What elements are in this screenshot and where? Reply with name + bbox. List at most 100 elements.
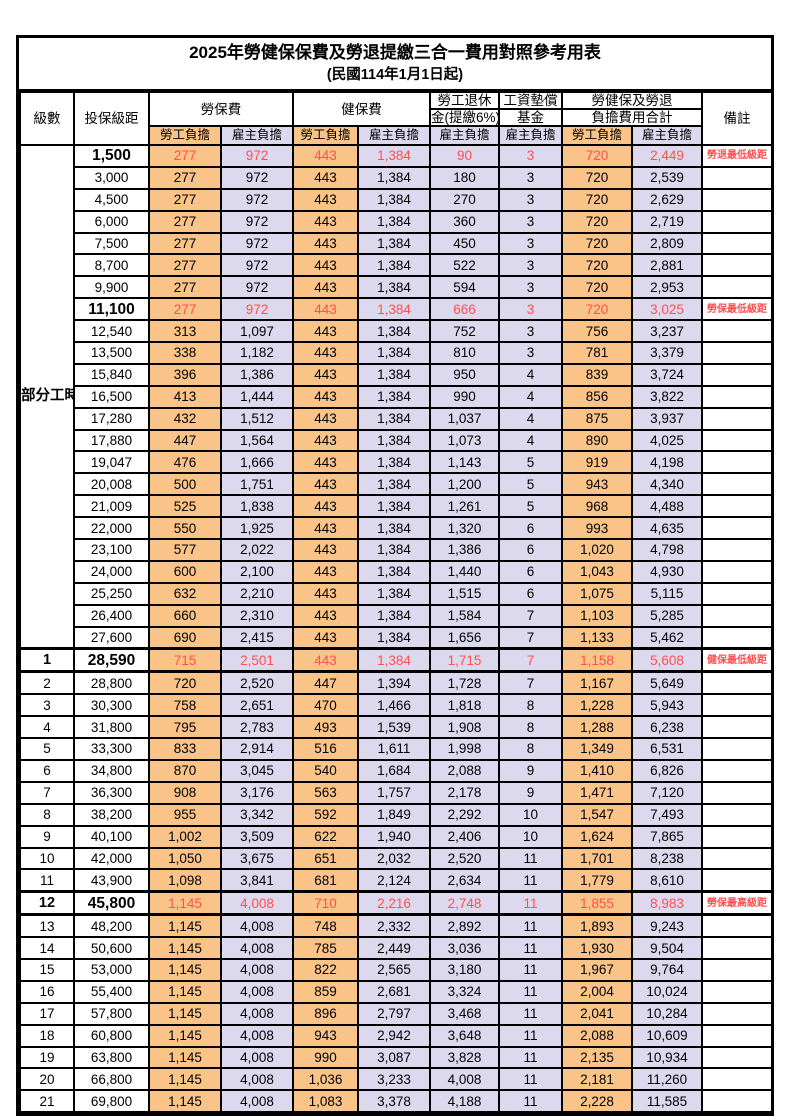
level-cell: 2	[19, 670, 75, 696]
table-row: 7 36,300 908 3,176 563 1,757 2,178 9 1,471 7,120	[19, 780, 773, 805]
health-ins-employer-cell: 2,565	[357, 957, 431, 982]
wage-fund-employer-cell: 3	[498, 341, 563, 365]
note-cell	[701, 581, 773, 606]
note-cell	[701, 936, 773, 960]
bracket-cell: 36,300	[73, 780, 150, 805]
subheader-health-employer: 雇主負擔	[357, 125, 431, 146]
bracket-cell: 30,300	[73, 693, 150, 718]
bracket-cell: 15,840	[73, 362, 150, 387]
pension-employer-cell: 990	[429, 384, 500, 409]
table-row: 20,008 500 1,751 443 1,384 1,200 5 943 4,340	[20, 472, 773, 497]
table-row: 21,009 525 1,838 443 1,384 1,261 5 968 4,488	[20, 494, 773, 519]
health-ins-employee-cell: 470	[292, 693, 359, 718]
labor-ins-employee-cell: 550	[148, 516, 222, 541]
labor-ins-employer-cell: 1,182	[220, 341, 294, 365]
health-ins-employee-cell: 443	[292, 253, 359, 278]
table-row: 2 28,800 720 2,520 447 1,394 1,728 7 1,167 5,649	[19, 670, 773, 696]
labor-ins-employee-cell: 600	[148, 559, 222, 584]
total-employer-cell: 4,635	[631, 516, 703, 541]
labor-ins-employee-cell: 525	[148, 494, 222, 519]
labor-ins-employee-cell: 432	[148, 406, 222, 431]
labor-ins-employee-cell: 338	[148, 341, 222, 365]
labor-ins-employee-cell: 1,145	[148, 1001, 222, 1026]
labor-ins-employer-cell: 2,651	[220, 693, 294, 718]
total-employer-cell: 2,539	[631, 165, 703, 190]
health-ins-employer-cell: 1,384	[357, 516, 431, 541]
health-ins-employer-cell: 2,332	[357, 913, 431, 939]
note-cell	[701, 450, 773, 475]
labor-ins-employee-cell: 833	[148, 737, 222, 761]
wage-fund-employer-cell: 3	[498, 187, 563, 212]
pension-employer-cell: 3,828	[429, 1045, 500, 1070]
note-cell	[701, 319, 773, 344]
table-row: 1 28,590 715 2,501 443 1,384 1,715 7 1,158 5,608 健…	[19, 647, 773, 674]
labor-ins-employer-cell: 4,008	[220, 1089, 294, 1114]
labor-ins-employer-cell: 972	[220, 231, 294, 256]
note-cell	[701, 406, 773, 431]
total-employee-cell: 1,624	[561, 824, 633, 849]
bracket-cell: 43,900	[73, 868, 150, 893]
wage-fund-employer-cell: 4	[498, 428, 563, 453]
note-cell	[701, 1045, 773, 1070]
pension-employer-cell: 180	[429, 165, 500, 190]
total-employer-cell: 5,649	[631, 670, 703, 696]
bracket-cell: 34,800	[73, 758, 150, 783]
health-ins-employee-cell: 443	[292, 165, 359, 190]
level-cell: 13	[19, 913, 75, 939]
health-ins-employer-cell: 2,216	[357, 890, 431, 917]
pension-employer-cell: 522	[429, 253, 500, 278]
level-cell: 18	[19, 1023, 75, 1048]
total-employer-cell: 5,285	[631, 603, 703, 628]
total-employee-cell: 1,133	[561, 625, 633, 651]
total-employer-cell: 3,724	[631, 362, 703, 387]
health-ins-employee-cell: 443	[292, 450, 359, 475]
health-ins-employee-cell: 443	[292, 144, 359, 168]
health-ins-employee-cell: 443	[292, 384, 359, 409]
total-employee-cell: 1,410	[561, 758, 633, 783]
header-level: 級數	[19, 91, 75, 146]
pension-employer-cell: 1,073	[429, 428, 500, 453]
health-ins-employer-cell: 2,942	[357, 1023, 431, 1048]
pension-employer-cell: 1,143	[429, 450, 500, 475]
premium-table: 級數 投保級距 勞保費 健保費 勞工退休 工資墊償 勞健保及勞退 備註 金(提繳…	[19, 91, 773, 1114]
labor-ins-employer-cell: 1,564	[220, 428, 294, 453]
labor-ins-employer-cell: 972	[220, 144, 294, 168]
bracket-cell: 53,000	[73, 957, 150, 982]
labor-ins-employee-cell: 277	[148, 231, 222, 256]
header-total-line2: 負擔費用合計	[561, 108, 703, 127]
table-row: 7,500 277 972 443 1,384 450 3 720 2,809	[20, 231, 773, 256]
health-ins-employee-cell: 443	[292, 231, 359, 256]
total-employee-cell: 1,349	[561, 737, 633, 761]
table-row: 23,100 577 2,022 443 1,384 1,386 6 1,020 4,798	[20, 538, 773, 562]
total-employer-cell: 4,798	[631, 538, 703, 562]
header-pension-line2: 金(提繳6%)	[429, 108, 500, 127]
subheader-pension-employer: 雇主負擔	[429, 125, 500, 146]
header-bracket: 投保級距	[73, 91, 150, 146]
health-ins-employer-cell: 1,384	[357, 428, 431, 453]
note-cell	[701, 275, 773, 300]
wage-fund-employer-cell: 3	[498, 275, 563, 300]
table-row: 18 60,800 1,145 4,008 943 2,942 3,648 11 2,088 10…	[19, 1023, 773, 1048]
pension-employer-cell: 270	[429, 187, 500, 212]
health-ins-employee-cell: 443	[292, 625, 359, 651]
labor-ins-employer-cell: 4,008	[220, 936, 294, 960]
labor-ins-employer-cell: 1,838	[220, 494, 294, 519]
labor-ins-employer-cell: 2,783	[220, 715, 294, 740]
labor-ins-employer-cell: 2,022	[220, 538, 294, 562]
total-employer-cell: 4,025	[631, 428, 703, 453]
wage-fund-employer-cell: 11	[498, 936, 563, 960]
header-note: 備註	[701, 91, 773, 146]
labor-ins-employee-cell: 660	[148, 603, 222, 628]
total-employer-cell: 2,809	[631, 231, 703, 256]
bracket-cell: 69,800	[73, 1089, 150, 1114]
labor-ins-employer-cell: 972	[220, 165, 294, 190]
wage-fund-employer-cell: 3	[498, 144, 563, 168]
table-row: 17 57,800 1,145 4,008 896 2,797 3,468 11 2,041 10…	[19, 1001, 773, 1026]
pension-employer-cell: 2,178	[429, 780, 500, 805]
labor-ins-employee-cell: 1,145	[148, 957, 222, 982]
total-employee-cell: 720	[561, 231, 633, 256]
total-employee-cell: 2,041	[561, 1001, 633, 1026]
total-employee-cell: 875	[561, 406, 633, 431]
table-row: 15 53,000 1,145 4,008 822 2,565 3,180 11 1,967 9,…	[19, 957, 773, 982]
labor-ins-employer-cell: 1,666	[220, 450, 294, 475]
